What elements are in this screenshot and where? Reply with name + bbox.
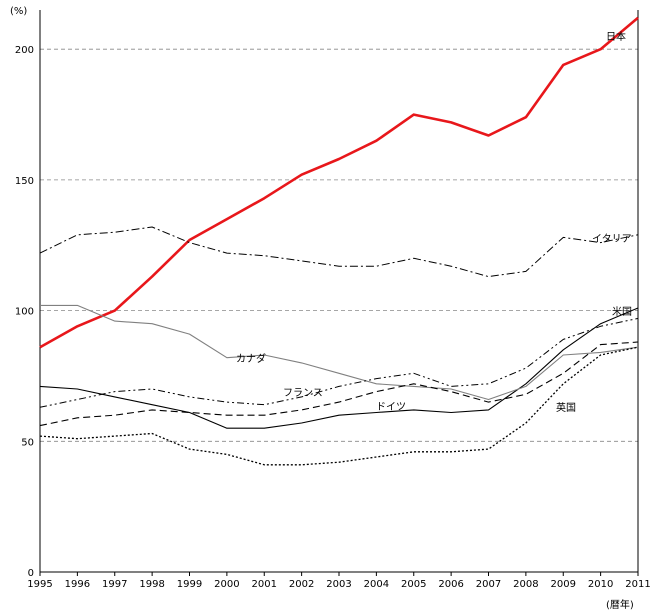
x-tick-label: 1996 (65, 579, 90, 590)
axes: 0 50 100 150 200 1995 1996 1997 1998 1999 2000 2001… (15, 10, 651, 590)
y-tick-label: 100 (15, 307, 34, 318)
y-tick-label: 0 (28, 568, 34, 579)
series-line-uk (39, 346, 639, 466)
x-tick-label: 1995 (27, 579, 52, 590)
x-tick-label: 2004 (364, 579, 389, 590)
series-label-usa: 米国 (612, 305, 632, 318)
series-label-japan: 日本 (606, 30, 626, 43)
x-tick-label: 1999 (177, 579, 202, 590)
series-line-usa (39, 307, 639, 429)
series-line-japan (39, 16, 639, 349)
x-tick-label: 2007 (476, 579, 501, 590)
series-lines (39, 16, 639, 466)
x-tick-label: 2011 (625, 579, 650, 590)
series-line-canada (40, 304, 639, 401)
x-tick-label: 2002 (289, 579, 314, 590)
x-axis-unit: (暦年) (606, 598, 634, 611)
series-line-france (39, 317, 639, 408)
x-tick-label: 1998 (139, 579, 164, 590)
x-tick-label: 1997 (102, 579, 127, 590)
series-label-italy: イタリア (592, 233, 632, 245)
x-tick-label: 2006 (438, 579, 463, 590)
series-line-italy (39, 226, 639, 278)
series-label-germany: ドイツ (376, 402, 406, 413)
y-axis-unit: (%) (10, 6, 27, 17)
series-line-germany (39, 341, 639, 427)
x-tick-label: 2010 (588, 579, 613, 590)
series-label-canada: カナダ (236, 352, 266, 365)
series-label-france: フランス (283, 387, 323, 399)
y-tick-label: 50 (21, 437, 34, 448)
x-tick-label: 2000 (214, 579, 239, 590)
series-label-uk: 英国 (556, 401, 576, 414)
y-tick-label: 150 (15, 176, 34, 187)
x-tick-label: 2003 (326, 579, 351, 590)
x-tick-label: 2009 (551, 579, 576, 590)
gridlines (40, 48, 638, 442)
x-tick-label: 2008 (513, 579, 538, 590)
x-tick-label: 2005 (401, 579, 426, 590)
x-tick-label: 2001 (252, 579, 277, 590)
y-tick-label: 200 (15, 45, 34, 56)
